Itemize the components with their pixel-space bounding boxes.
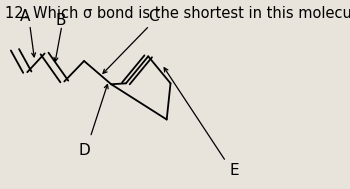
Text: B: B [55,12,66,28]
Text: 12. Which σ bond is the shortest in this molecule?: 12. Which σ bond is the shortest in this… [5,6,350,21]
Text: A: A [20,9,30,24]
Text: E: E [230,163,239,178]
Text: C: C [148,9,159,24]
Text: D: D [78,143,90,158]
